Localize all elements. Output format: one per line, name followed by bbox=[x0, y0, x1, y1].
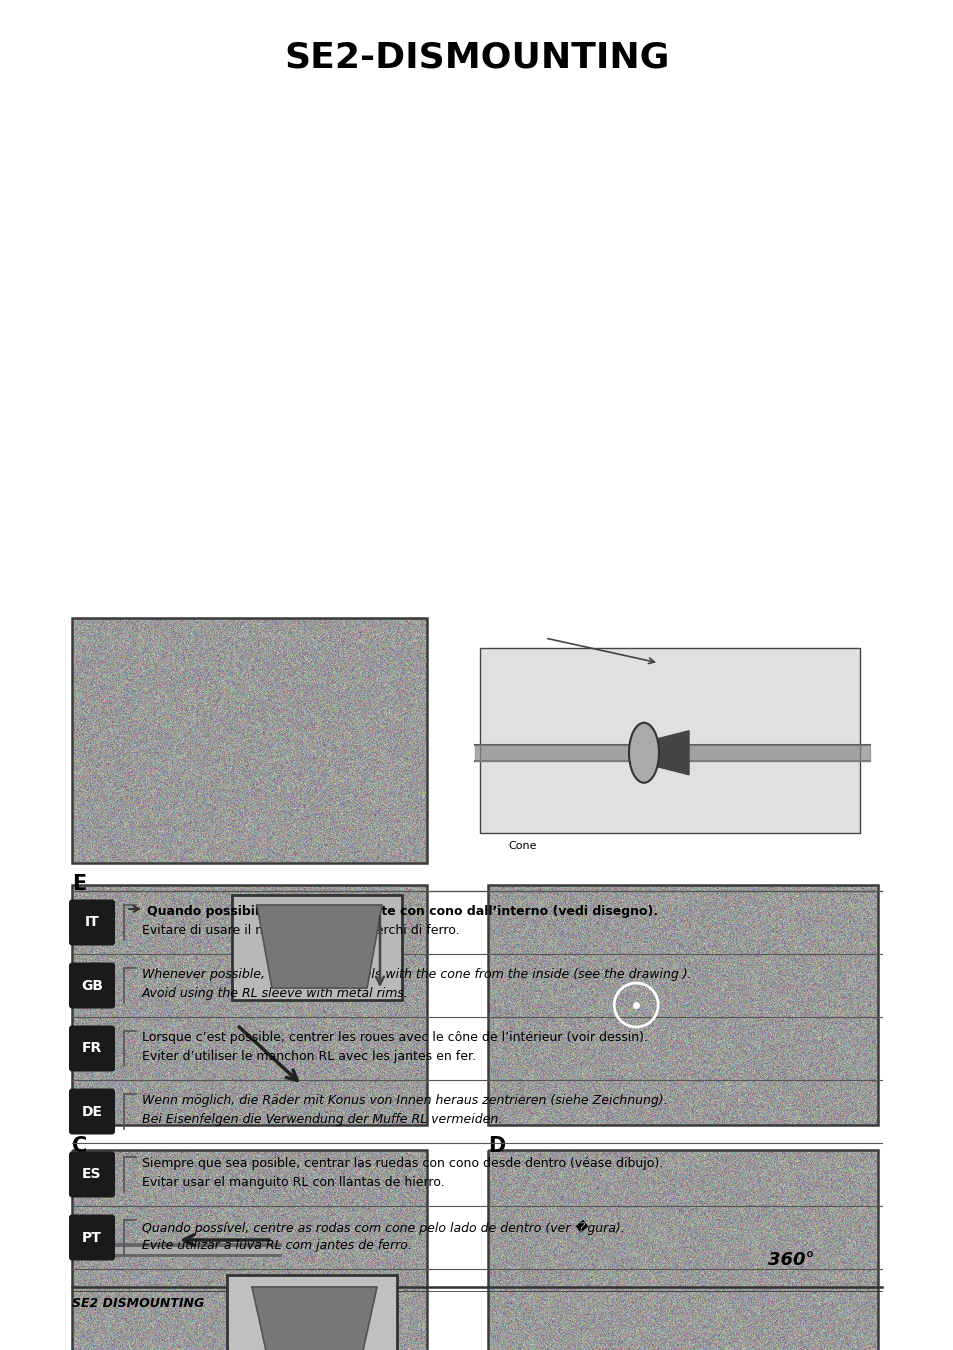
Text: C: C bbox=[71, 1135, 87, 1156]
Polygon shape bbox=[252, 1287, 376, 1350]
FancyBboxPatch shape bbox=[69, 899, 115, 945]
Bar bbox=[488, 886, 877, 1125]
Bar bbox=[227, 1274, 396, 1350]
Text: IT: IT bbox=[85, 915, 99, 930]
Text: SE2 DISMOUNTING: SE2 DISMOUNTING bbox=[71, 1297, 204, 1310]
Text: E: E bbox=[71, 873, 86, 894]
Bar bbox=[479, 648, 859, 833]
Bar bbox=[459, 618, 879, 863]
Bar bbox=[232, 895, 401, 1000]
Bar bbox=[71, 1150, 427, 1350]
Text: Quando possível, centre as rodas com cone pelo lado de dentro (ver �gura).: Quando possível, centre as rodas com con… bbox=[142, 1220, 624, 1235]
Text: GB: GB bbox=[81, 979, 103, 992]
Text: Bei Eisenfelgen die Verwendung der Muffe RL vermeiden.: Bei Eisenfelgen die Verwendung der Muffe… bbox=[142, 1112, 501, 1126]
FancyBboxPatch shape bbox=[69, 1088, 115, 1134]
FancyBboxPatch shape bbox=[69, 1026, 115, 1072]
Text: FR: FR bbox=[82, 1041, 102, 1056]
Bar bbox=[71, 886, 427, 1125]
FancyBboxPatch shape bbox=[69, 1152, 115, 1197]
Text: Evitar usar el manguito RL con llantas de hierro.: Evitar usar el manguito RL con llantas d… bbox=[142, 1176, 444, 1189]
FancyBboxPatch shape bbox=[69, 963, 115, 1008]
Text: Quando possibile, centrare le ruote con cono dall’interno (vedi disegno).: Quando possibile, centrare le ruote con … bbox=[147, 904, 658, 918]
Text: ES: ES bbox=[82, 1168, 102, 1181]
Text: Lorsque c’est possible, centrer les roues avec le cône de l’intérieur (voir dess: Lorsque c’est possible, centrer les roue… bbox=[142, 1031, 647, 1044]
Ellipse shape bbox=[628, 722, 659, 783]
Text: Cone: Cone bbox=[507, 841, 536, 850]
Text: PT: PT bbox=[82, 1230, 102, 1245]
Text: 360°: 360° bbox=[767, 1251, 814, 1269]
Text: Evitare di usare il manicotto RL con cerchi di ferro.: Evitare di usare il manicotto RL con cer… bbox=[142, 923, 459, 937]
Text: Wenn möglich, die Räder mit Konus von Innen heraus zentrieren (siehe Zeichnung).: Wenn möglich, die Räder mit Konus von In… bbox=[142, 1094, 667, 1107]
Text: Avoid using the RL sleeve with metal rims.: Avoid using the RL sleeve with metal rim… bbox=[142, 987, 409, 1000]
Text: DE: DE bbox=[81, 1104, 102, 1119]
Polygon shape bbox=[256, 904, 381, 988]
Text: Evite utilizar a luva RL com jantes de ferro.: Evite utilizar a luva RL com jantes de f… bbox=[142, 1239, 412, 1251]
Bar bbox=[488, 1150, 877, 1350]
Text: Eviter d’utiliser le manchon RL avec les jantes en fer.: Eviter d’utiliser le manchon RL avec les… bbox=[142, 1050, 476, 1062]
FancyBboxPatch shape bbox=[69, 1215, 115, 1261]
Text: Siempre que sea posible, centrar las ruedas con cono desde dentro (véase dibujo): Siempre que sea posible, centrar las rue… bbox=[142, 1157, 662, 1170]
Text: SE2-DISMOUNTING: SE2-DISMOUNTING bbox=[284, 40, 669, 76]
Bar bbox=[71, 618, 427, 863]
Text: D: D bbox=[488, 1135, 505, 1156]
Text: Whenever possible, centre the wheels with the cone from the inside (see the draw: Whenever possible, centre the wheels wit… bbox=[142, 968, 691, 981]
Polygon shape bbox=[634, 730, 688, 775]
